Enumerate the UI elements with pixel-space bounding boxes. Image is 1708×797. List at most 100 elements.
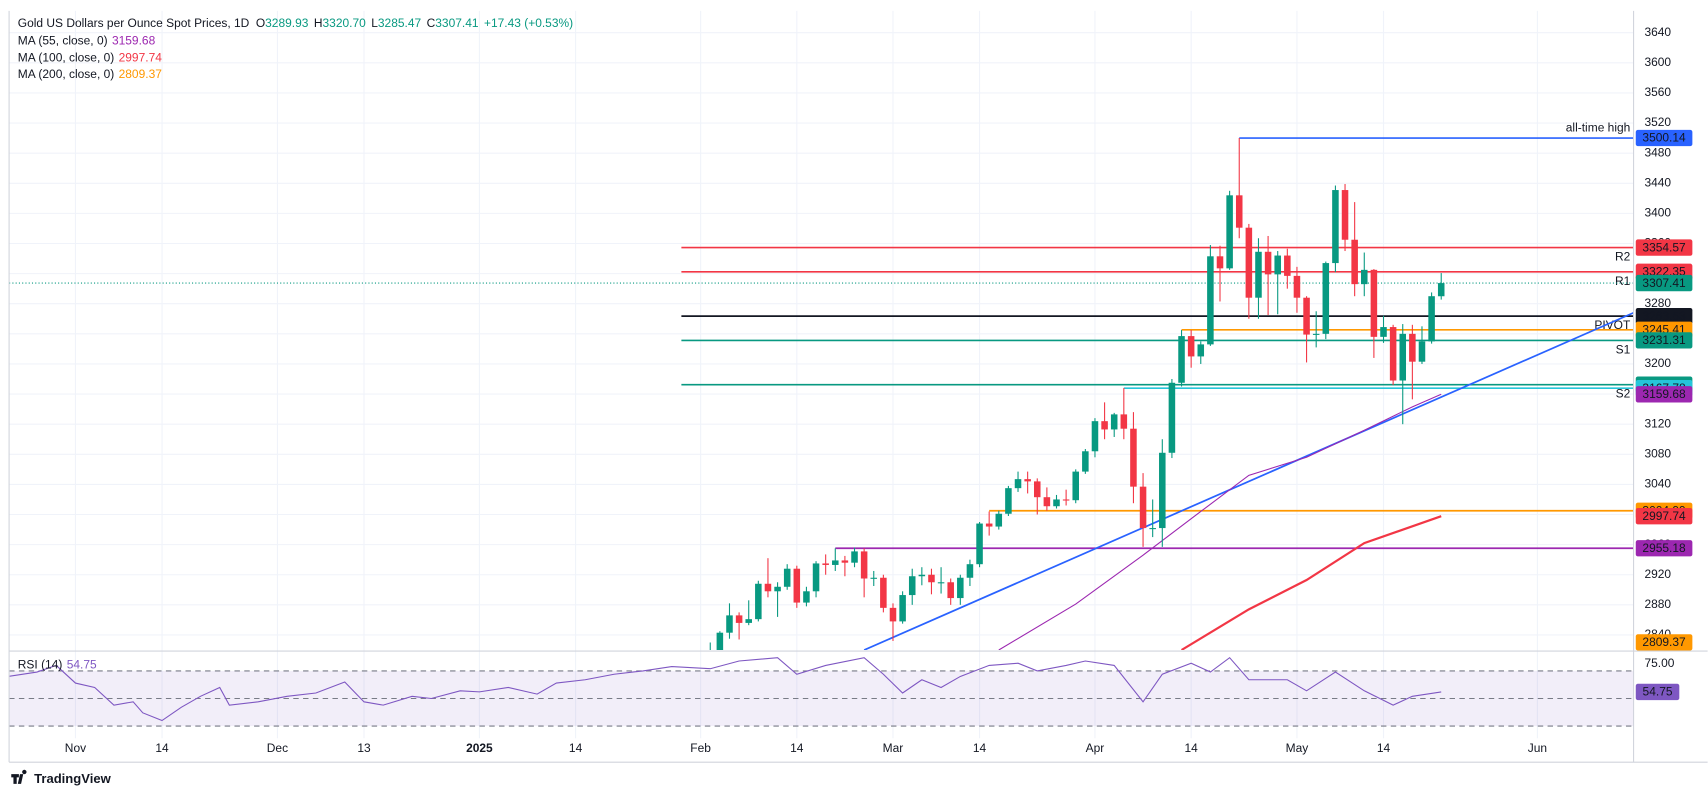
level-label: PIVOT — [1594, 318, 1631, 332]
x-tick-label: Dec — [267, 741, 288, 755]
ma-name: MA (55, close, 0) — [18, 34, 108, 48]
x-tick-label: 14 — [1184, 741, 1198, 755]
candle-body — [1312, 333, 1320, 335]
candle-body — [1409, 333, 1416, 362]
x-tick-label: 14 — [569, 741, 583, 755]
candle-body — [1014, 479, 1022, 489]
level-label: R1 — [1615, 274, 1631, 288]
candle-body — [1245, 227, 1253, 298]
candle-body — [1389, 327, 1397, 381]
brand-logo: TradingView — [11, 769, 112, 786]
level-label: R2 — [1615, 250, 1631, 264]
y-tick-label: 3560 — [1644, 85, 1671, 99]
candle-body — [880, 577, 887, 608]
price-badge — [1635, 386, 1693, 403]
rsi-badge-label: 54.75 — [1643, 685, 1673, 699]
candle-body — [1255, 251, 1262, 298]
candle-body — [822, 563, 829, 565]
rsi-name: RSI (14) — [18, 657, 63, 671]
candle-body — [899, 595, 906, 622]
x-tick-label: Feb — [690, 741, 711, 755]
price-badge-label: 3500.14 — [1642, 131, 1686, 145]
candle-body — [937, 582, 945, 584]
candle-body — [1351, 239, 1358, 285]
candle-body — [1062, 499, 1070, 501]
y-tick-label: 3200 — [1644, 356, 1671, 370]
y-tick-label: 2920 — [1644, 567, 1671, 581]
price-badge-label: 2809.37 — [1642, 635, 1686, 649]
ohlc-key: H — [314, 16, 323, 30]
candle-body — [1178, 336, 1185, 383]
candle-body — [985, 523, 993, 527]
candle-body — [1264, 251, 1272, 275]
x-tick-label: 14 — [155, 741, 169, 755]
ohlc-value: 3307.41 — [435, 16, 479, 30]
candle-body — [841, 560, 849, 563]
candle-body — [870, 577, 878, 579]
price-badges: 3500.143354.573322.353263.533245.413231.… — [1635, 129, 1693, 701]
price-badge — [1635, 634, 1693, 651]
candle-body — [889, 607, 897, 622]
y-tick-label: 3400 — [1644, 206, 1671, 220]
logo-mark — [11, 769, 27, 784]
candle-body — [1437, 283, 1445, 297]
candle-body — [1043, 497, 1051, 507]
chart-title: Gold US Dollars per Ounce Spot Prices, 1… — [18, 16, 250, 30]
x-tick-label: 2025 — [466, 741, 493, 755]
candle-body — [1322, 263, 1330, 334]
price-badge-label: 3307.41 — [1642, 276, 1686, 290]
rsi-badge — [1635, 683, 1680, 701]
x-tick-label: 13 — [357, 741, 371, 755]
candle-body — [726, 615, 733, 633]
candle-body — [1110, 414, 1118, 430]
ma-value: 2809.37 — [119, 67, 163, 81]
candle-body — [947, 582, 954, 599]
price-badge — [1635, 508, 1693, 525]
candle-body — [1380, 327, 1387, 337]
ma-value: 3159.68 — [112, 34, 156, 48]
level-label: all-time high — [1566, 120, 1631, 134]
candle-body — [764, 583, 772, 592]
candle-body — [1361, 269, 1368, 285]
rsi-legend: RSI (14) 54.75 — [18, 657, 97, 671]
candle-body — [1341, 190, 1349, 240]
candle-body — [1284, 255, 1291, 276]
ohlc-value: 3320.70 — [323, 16, 367, 30]
candle-body — [745, 619, 752, 623]
candle-body — [1207, 256, 1214, 345]
ma-legend: MA (200, close, 0) 2809.37 — [18, 67, 162, 81]
candle-body — [1293, 275, 1301, 298]
candle-body — [1187, 336, 1195, 357]
candle-body — [1033, 481, 1041, 498]
trend-line — [863, 311, 1634, 651]
price-badge-label: 3159.68 — [1642, 387, 1686, 401]
candle-body — [812, 563, 820, 592]
grid — [9, 10, 1634, 739]
price-badge — [1635, 239, 1693, 256]
candle-body — [1072, 471, 1079, 501]
x-tick-label: May — [1286, 741, 1309, 755]
price-badge — [1635, 274, 1693, 292]
y-tick-label: 3520 — [1644, 115, 1671, 129]
price-change: +17.43 (+0.53%) — [484, 16, 573, 30]
candle-body — [1332, 190, 1339, 264]
y-tick-label: 3080 — [1644, 446, 1671, 460]
candle-body — [928, 574, 935, 583]
candle-body — [1399, 333, 1407, 381]
candle-body — [1159, 452, 1166, 529]
candle-body — [1120, 414, 1128, 429]
candle-body — [803, 591, 810, 603]
candle-body — [908, 576, 916, 596]
candle-body — [1149, 528, 1156, 530]
candle-body — [1168, 382, 1176, 453]
ma-legend: MA (55, close, 0) 3159.68 — [18, 34, 156, 48]
price-pane: all-time high R2 R1 PIVOT S1 S2 — [9, 120, 1634, 651]
candle-body — [995, 513, 1003, 527]
rsi-line — [9, 656, 1442, 722]
candle-body — [755, 583, 762, 620]
candle-body — [860, 551, 868, 579]
price-badge-label: 2997.74 — [1642, 509, 1686, 523]
candle-body — [793, 568, 801, 603]
